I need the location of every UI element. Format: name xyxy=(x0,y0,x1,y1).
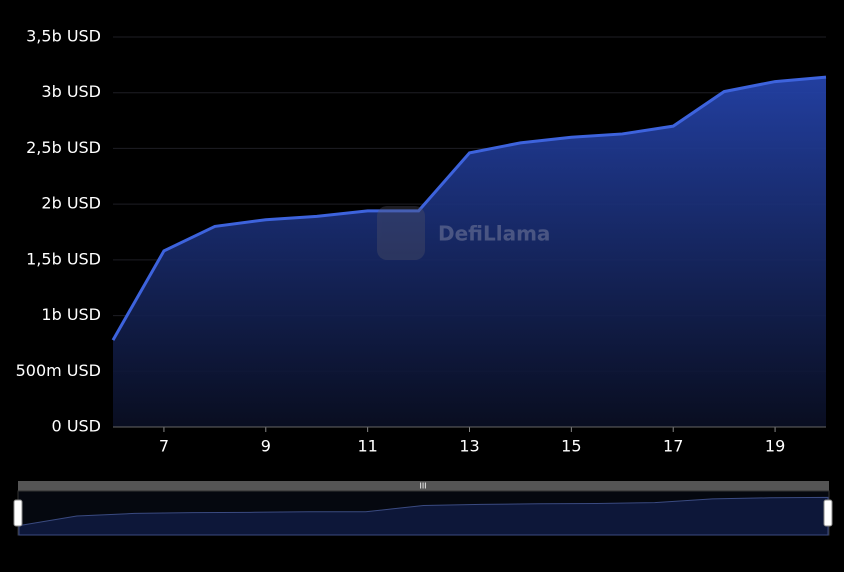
x-tick-label: 9 xyxy=(261,437,271,456)
x-tick-label: 11 xyxy=(357,437,377,456)
watermark: DefiLlama xyxy=(377,206,550,260)
y-tick-label: 3,5b USD xyxy=(26,27,101,46)
y-tick-label: 3b USD xyxy=(41,82,101,101)
y-tick-label: 0 USD xyxy=(52,417,101,436)
y-tick-label: 1,5b USD xyxy=(26,249,101,268)
watermark-logo xyxy=(377,206,425,260)
navigator-handle[interactable] xyxy=(823,499,833,527)
y-tick-label: 1b USD xyxy=(41,305,101,324)
x-tick-label: 7 xyxy=(159,437,169,456)
navigator-grip: III xyxy=(419,482,426,491)
navigator-handle[interactable] xyxy=(13,499,23,527)
area xyxy=(113,77,826,427)
x-tick-label: 13 xyxy=(459,437,479,456)
x-tick-label: 15 xyxy=(561,437,581,456)
y-tick-label: 2,5b USD xyxy=(26,138,101,157)
y-tick-label: 500m USD xyxy=(16,361,101,380)
x-tick-label: 17 xyxy=(663,437,683,456)
watermark-text: DefiLlama xyxy=(438,222,550,246)
navigator-bar[interactable] xyxy=(18,481,829,491)
x-tick-label: 19 xyxy=(765,437,785,456)
y-tick-label: 2b USD xyxy=(41,194,101,213)
line xyxy=(111,75,827,341)
